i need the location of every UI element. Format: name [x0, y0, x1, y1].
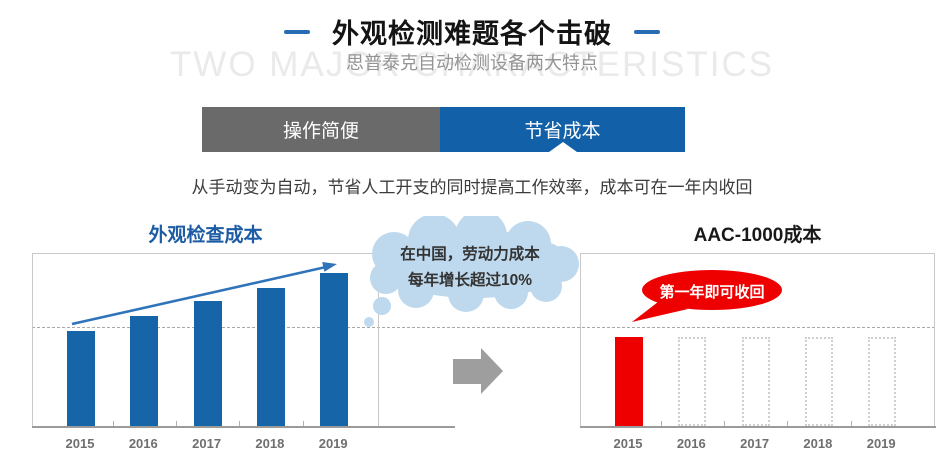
left-chart-axis-labels: 2015 2016 2017 2018 2019	[32, 436, 379, 452]
right-chart-plot	[580, 253, 935, 426]
axis-label-2018: 2018	[255, 436, 285, 451]
bar-2016	[130, 316, 159, 426]
slide-title-row: 外观检测难题各个击破	[0, 12, 944, 51]
trend-arrow-icon	[71, 262, 337, 326]
payback-bubble-icon	[632, 270, 782, 322]
axis-tick	[660, 421, 662, 426]
axis-tick	[112, 421, 114, 426]
axis-label-2016: 2016	[128, 436, 158, 451]
active-tab-notch-icon	[548, 142, 577, 152]
left-chart-plot	[32, 253, 379, 426]
cloud-line-2: 每年增长超过10%	[407, 272, 533, 289]
axis-tick	[723, 421, 725, 426]
cloud-callout-icon	[364, 216, 579, 327]
bar-2018	[804, 337, 833, 426]
title-dash-right-icon	[634, 29, 660, 34]
tab-cost-saving[interactable]: 节省成本	[440, 107, 685, 152]
axis-tick	[239, 421, 241, 426]
axis-label-2017: 2017	[740, 436, 770, 451]
bar-2017	[193, 301, 222, 426]
dashed-reference-line	[32, 327, 935, 328]
axis-tick	[850, 421, 852, 426]
axis-label-2018: 2018	[803, 436, 833, 451]
bar-2017	[741, 337, 770, 426]
page-subtitle: 思普泰克自动检测设备两大特点	[346, 53, 598, 73]
left-chart-axis-line	[32, 426, 455, 428]
axis-label-2015: 2015	[613, 436, 643, 451]
bar-2015	[615, 337, 643, 426]
axis-label-2017: 2017	[192, 436, 222, 451]
bar-2015	[67, 331, 95, 426]
bar-2018	[256, 288, 285, 426]
payback-bubble-text: 第一年即可收回	[659, 284, 765, 301]
axis-label-2019: 2019	[318, 436, 348, 451]
tab-easy-operation[interactable]: 操作简便	[202, 107, 440, 152]
page-title: 外观检测难题各个击破	[332, 19, 612, 49]
axis-tick	[302, 421, 304, 426]
axis-label-2015: 2015	[65, 436, 95, 451]
transition-arrow-icon	[453, 348, 503, 395]
left-chart-title: 外观检查成本	[148, 225, 263, 246]
right-chart-axis-labels: 2015 2016 2017 2018 2019	[580, 436, 935, 452]
cloud-line-1: 在中国，劳动力成本	[400, 246, 540, 263]
right-chart-title: AAC-1000成本	[693, 225, 822, 246]
axis-label-2016: 2016	[676, 436, 706, 451]
axis-tick	[787, 421, 789, 426]
watermark-text: TWO MAJOR CHARACTERISTICS	[169, 45, 775, 84]
bar-2019	[320, 273, 349, 426]
bar-2019	[868, 337, 897, 426]
description-text: 从手动变为自动，节省人工开支的同时提高工作效率，成本可在一年内收回	[191, 178, 753, 197]
title-dash-left-icon	[284, 29, 310, 34]
axis-label-2019: 2019	[866, 436, 896, 451]
tab-cost-saving-label: 节省成本	[524, 121, 601, 142]
cloud-callout-text: 在中国，劳动力成本 每年增长超过10%	[370, 242, 570, 294]
tab-bar: 操作简便 节省成本	[202, 107, 685, 152]
bar-2016	[678, 337, 707, 426]
right-chart-axis-line	[580, 426, 936, 428]
axis-tick	[175, 421, 177, 426]
